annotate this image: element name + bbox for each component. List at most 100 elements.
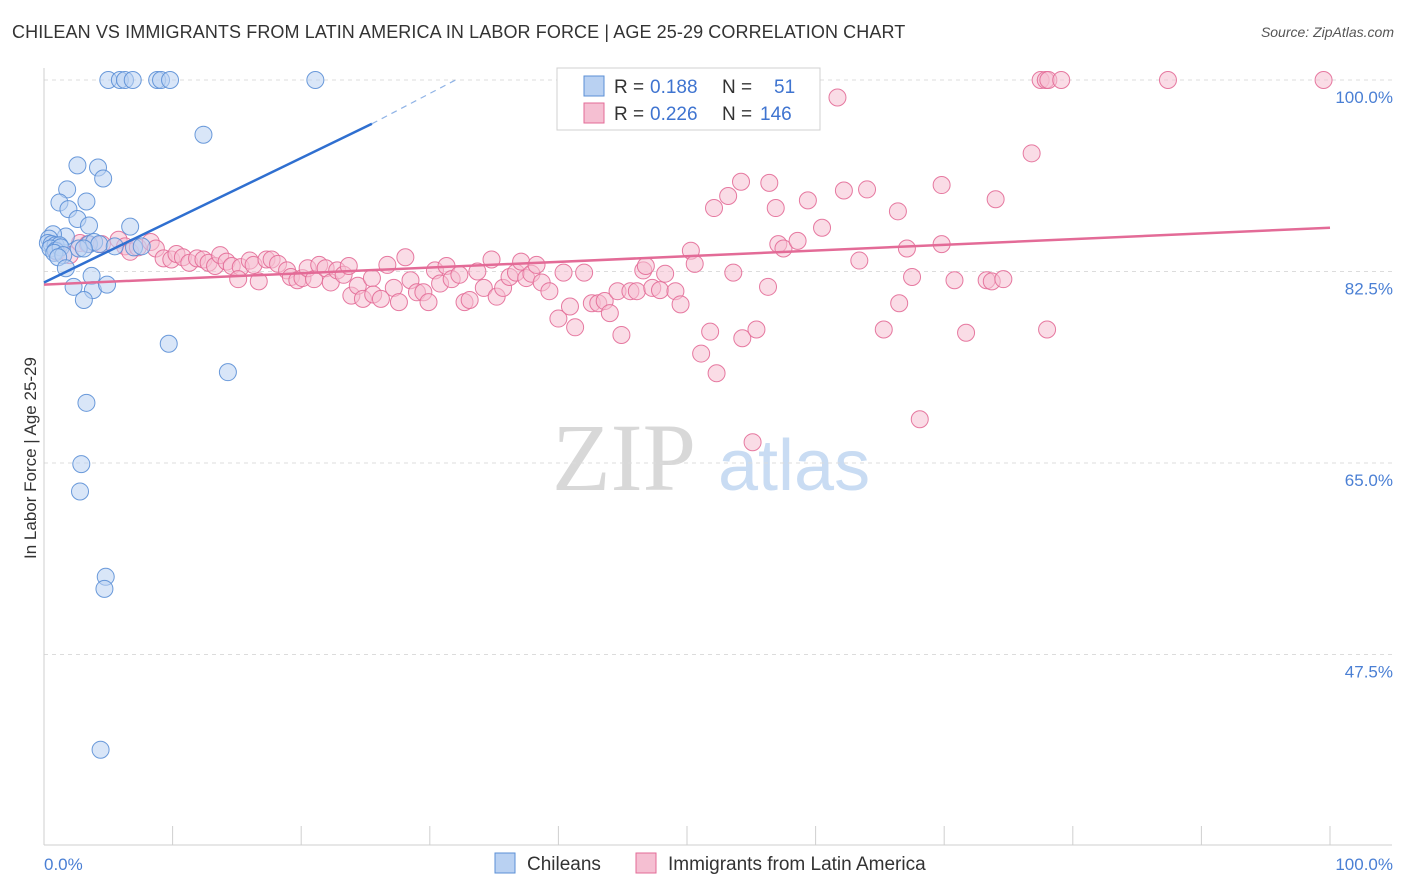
- scatter-point: [371, 289, 390, 308]
- legend: R = 0.188 N = 51 R = 0.226 N = 146: [556, 67, 821, 131]
- scatter-point: [94, 169, 113, 188]
- scatter-point: [74, 290, 93, 309]
- scatter-point: [460, 290, 479, 309]
- x-tick-min: 0.0%: [44, 855, 83, 874]
- scatter-point: [986, 190, 1005, 209]
- scatter-point: [945, 271, 964, 290]
- scatter-point: [90, 235, 109, 254]
- scatter-point: [759, 277, 778, 296]
- legend-n-label-2: N =: [722, 104, 752, 125]
- legend-r-label-1: R =: [614, 77, 644, 98]
- scatter-point: [932, 176, 951, 195]
- scatter-point: [874, 320, 893, 339]
- scatter-point: [159, 334, 178, 353]
- scatter-point: [132, 237, 151, 256]
- trend-line-immigrants: [43, 226, 1331, 286]
- legend-n-value-1: 51: [774, 77, 795, 98]
- scatter-point: [733, 329, 752, 348]
- scatter-point: [692, 344, 711, 363]
- axes: [43, 68, 1392, 846]
- scatter-point: [362, 269, 381, 288]
- scatter-point: [705, 199, 724, 218]
- legend-r-value-1: 0.188: [650, 77, 698, 98]
- scatter-point: [527, 255, 546, 274]
- watermark-zip: ZIP: [552, 404, 696, 511]
- scatter-point: [600, 304, 619, 323]
- scatter-point: [1038, 320, 1057, 339]
- scatter-point: [650, 281, 669, 300]
- scatter-point: [249, 272, 268, 291]
- scatter-point: [549, 309, 568, 328]
- scatter-point: [685, 254, 704, 273]
- scatter-point: [71, 482, 90, 501]
- scatter-point: [788, 231, 807, 250]
- bottom-legend: Chileans Immigrants from Latin America: [494, 852, 926, 875]
- x-tick-max: 100.0%: [1335, 855, 1393, 874]
- scatter-point: [760, 173, 779, 192]
- scatter-point: [834, 181, 853, 200]
- scatter-point: [194, 125, 213, 144]
- bottom-legend-swatch-immigrants: [635, 852, 657, 874]
- scatter-point: [229, 270, 248, 289]
- scatter-point: [798, 191, 817, 210]
- y-tick-label: 82.5%: [1345, 280, 1393, 299]
- scatter-point: [161, 71, 180, 89]
- scatter-point: [218, 363, 237, 382]
- scatter-point: [612, 325, 631, 344]
- bottom-legend-chileans: Chileans: [527, 854, 601, 875]
- legend-r-value-2: 0.226: [650, 104, 698, 125]
- scatter-point: [91, 740, 110, 759]
- y-tick-labels: 100.0% 82.5% 65.0% 47.5%: [1335, 88, 1393, 682]
- scatter-point: [72, 455, 91, 474]
- y-tick-label: 100.0%: [1335, 88, 1393, 107]
- scatter-point: [828, 88, 847, 107]
- bottom-legend-immigrants: Immigrants from Latin America: [668, 854, 926, 875]
- legend-swatch-chileans: [583, 75, 605, 97]
- scatter-point: [554, 263, 573, 282]
- scatter-point: [68, 156, 87, 175]
- scatter-point: [743, 433, 762, 452]
- scatter-point: [121, 217, 140, 236]
- scatter-point: [910, 410, 929, 429]
- trend-lines: [43, 79, 1331, 286]
- legend-n-value-2: 146: [760, 104, 792, 125]
- scatter-point: [890, 294, 909, 313]
- scatter-point: [903, 267, 922, 286]
- trend-line-chileans-extension: [371, 79, 456, 125]
- y-axis-label: In Labor Force | Age 25-29: [21, 357, 40, 559]
- scatter-point: [468, 262, 487, 281]
- scatter-point: [766, 199, 785, 218]
- scatter-point: [858, 180, 877, 199]
- chart-title: CHILEAN VS IMMIGRANTS FROM LATIN AMERICA…: [12, 22, 906, 42]
- scatter-point: [1158, 71, 1177, 89]
- scatter-point: [747, 320, 766, 339]
- legend-n-label-1: N =: [722, 77, 752, 98]
- scatter-point: [74, 239, 93, 258]
- y-tick-label: 65.0%: [1345, 471, 1393, 490]
- scatter-point: [724, 263, 743, 282]
- scatter-point: [575, 263, 594, 282]
- series-chileans-points: [38, 71, 325, 759]
- scatter-point: [850, 251, 869, 270]
- scatter-point: [474, 278, 493, 297]
- source-credit: Source: ZipAtlas.com: [1260, 24, 1394, 40]
- scatter-point: [671, 295, 690, 314]
- bottom-legend-swatch-chileans: [494, 852, 516, 874]
- series-immigrants-points: [47, 71, 1333, 452]
- scatter-point: [994, 270, 1013, 289]
- y-tick-label: 47.5%: [1345, 663, 1393, 682]
- scatter-point: [1022, 144, 1041, 163]
- scatter-point: [450, 265, 469, 284]
- watermark-atlas: atlas: [718, 426, 870, 506]
- scatter-point: [888, 202, 907, 221]
- scatter-point: [389, 293, 408, 312]
- scatter-point: [1052, 71, 1071, 89]
- scatter-point: [77, 393, 96, 412]
- scatter-point: [566, 318, 585, 337]
- scatter-point: [95, 579, 114, 598]
- scatter-point: [80, 216, 99, 235]
- legend-r-label-2: R =: [614, 104, 644, 125]
- trend-line-chileans: [43, 122, 373, 284]
- scatter-point: [627, 282, 646, 301]
- scatter-point: [306, 71, 325, 89]
